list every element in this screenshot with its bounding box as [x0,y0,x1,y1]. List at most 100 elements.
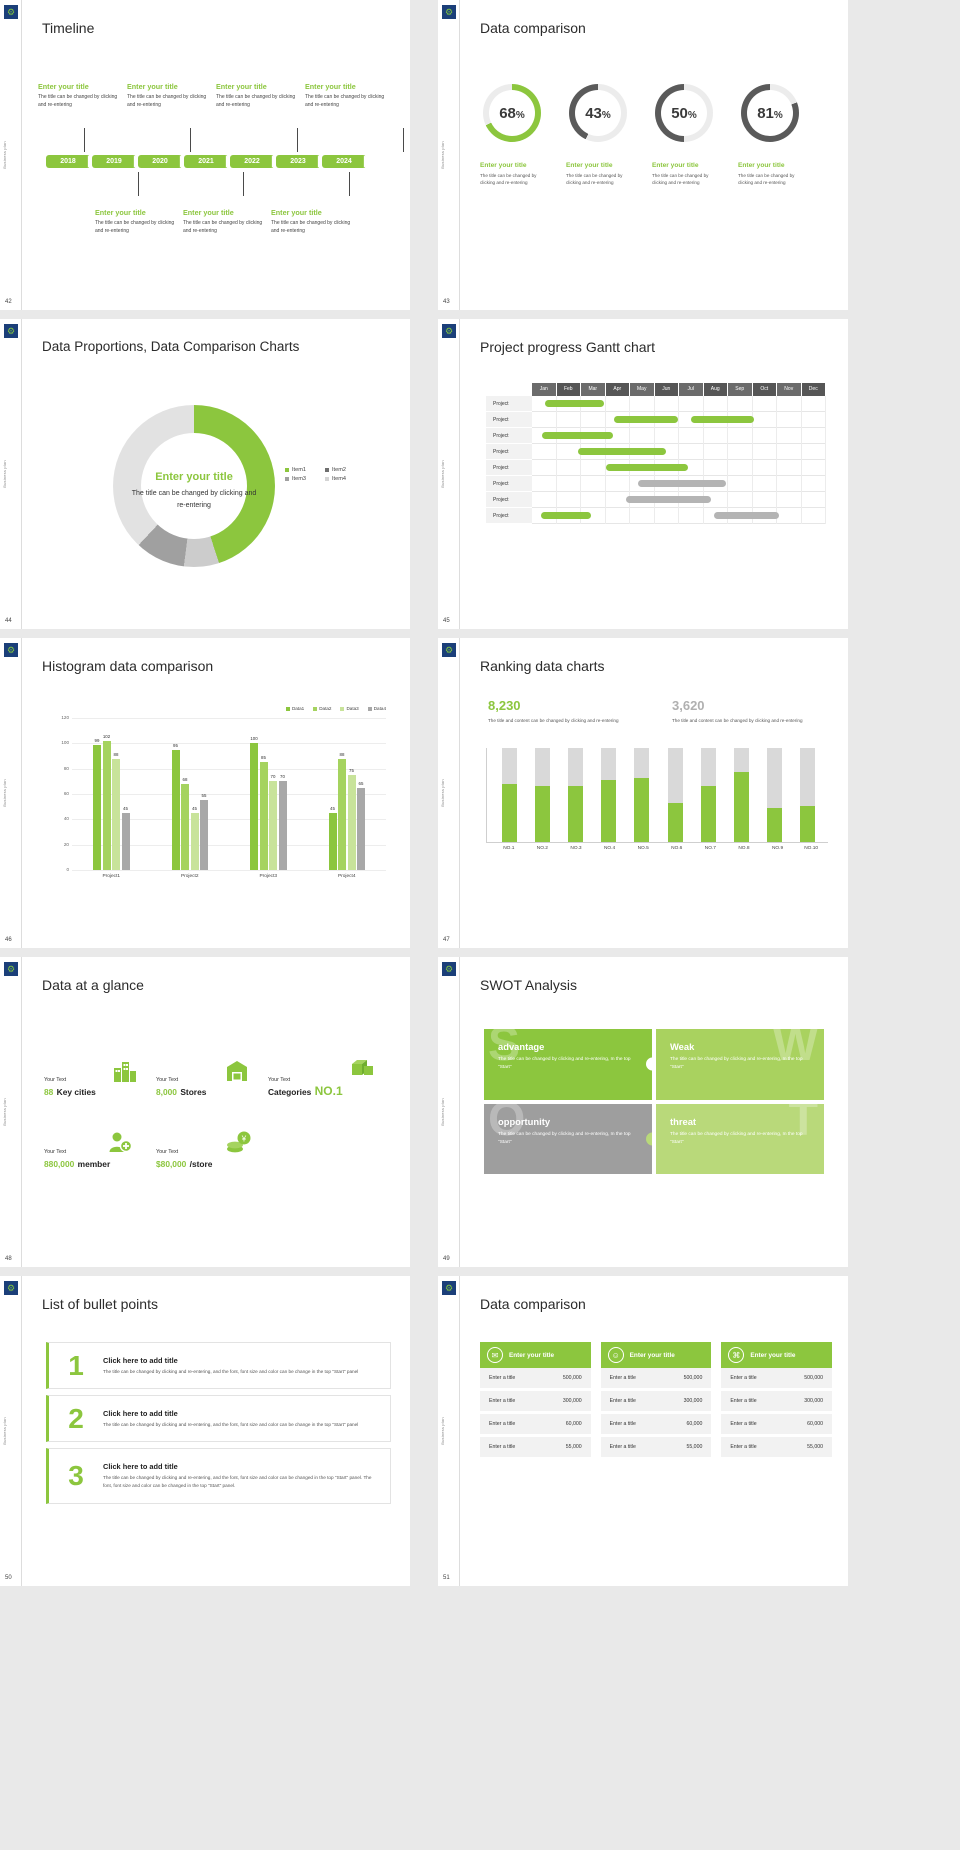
card-row[interactable]: Enter a title 60,000 [480,1414,591,1434]
card-row[interactable]: Enter a title 500,000 [600,1368,712,1388]
timeline-year-chip[interactable]: 2019 [92,155,136,168]
gauge-item[interactable]: 43% Enter your title The title can be ch… [566,84,630,187]
glance-item[interactable]: Your Text 880,000 member [44,1132,156,1170]
histogram-bar[interactable]: 45 [328,806,337,870]
gantt-row[interactable]: Project [486,507,826,524]
slide-timeline[interactable]: ⚙ Business plan 42 Timeline Enter your t… [0,0,410,310]
timeline-item[interactable]: Enter your title The title can be change… [305,82,394,110]
slide-data-comparison-cards[interactable]: ⚙ Business plan 51 Data comparison ✉ Ent… [438,1276,848,1586]
gantt-row[interactable]: Project [486,475,826,492]
gantt-row[interactable]: Project [486,443,826,460]
gantt-row[interactable]: Project [486,459,826,476]
gantt-bar[interactable] [690,415,754,423]
histogram-bar[interactable]: 45 [121,806,130,870]
gantt-row[interactable]: Project [486,395,826,412]
gantt-row[interactable]: Project [486,427,826,444]
swot-quadrant-weakness[interactable]: W Weak The title can be changed by click… [656,1029,824,1100]
bullet-row[interactable]: 1 Click here to add title The title can … [46,1342,391,1389]
card-row[interactable]: Enter a title 300,000 [480,1391,591,1411]
legend-item[interactable]: Item4 [325,476,357,482]
card-row[interactable]: Enter a title 500,000 [721,1368,833,1388]
card-row[interactable]: Enter a title 60,000 [600,1414,712,1434]
slide-histogram[interactable]: ⚙ Business plan 46 Histogram data compar… [0,638,410,948]
gantt-bar[interactable] [637,479,727,487]
gantt-bar[interactable] [577,447,666,455]
glance-item[interactable]: Your Text 8,000 Stores [156,1061,268,1098]
gauge-item[interactable]: 50% Enter your title The title can be ch… [652,84,716,187]
histogram-bar[interactable]: 75 [347,768,356,870]
timeline-item[interactable]: Enter your title The title can be change… [183,208,271,236]
histogram-bar[interactable]: 85 [259,755,268,870]
timeline-item[interactable]: Enter your title The title can be change… [38,82,127,110]
ranking-col[interactable] [526,748,559,842]
histogram-bar[interactable]: 100 [250,736,258,870]
bullet-row[interactable]: 2 Click here to add title The title can … [46,1395,391,1442]
gantt-row[interactable]: Project [486,491,826,508]
ranking-col[interactable] [559,748,592,842]
gantt-row[interactable]: Project [486,411,826,428]
histogram-bar[interactable]: 102 [102,734,111,870]
gauge-item[interactable]: 81% Enter your title The title can be ch… [738,84,802,187]
histogram-bar[interactable]: 65 [357,781,365,870]
slide-data-comparison-rings[interactable]: ⚙ Business plan 43 Data comparison 68% E… [438,0,848,310]
legend-item[interactable]: Item1 [285,467,317,473]
legend-item[interactable]: Item2 [325,467,357,473]
timeline-year-chip[interactable]: 2021 [184,155,228,168]
histogram-bar[interactable]: 95 [171,743,180,870]
slide-gantt[interactable]: ⚙ Business plan 45 Project progress Gant… [438,319,848,629]
histogram-bar[interactable]: 88 [112,752,120,870]
histogram-bar[interactable]: 88 [338,752,346,870]
card-row[interactable]: Enter a title 300,000 [721,1391,833,1411]
legend-item[interactable]: Data3 [340,706,359,711]
swot-quadrant-opportunity[interactable]: O opportunity The title can be changed b… [484,1103,652,1174]
comparison-card[interactable]: ⌘ Enter your title Enter a title 500,000 … [721,1342,833,1460]
stat-block[interactable]: 8,230 The title and content can be chang… [488,698,628,724]
histogram-bar[interactable]: 70 [269,774,277,870]
timeline-year-chip[interactable]: 2022 [230,155,274,168]
gauge-item[interactable]: 68% Enter your title The title can be ch… [480,84,544,187]
ranking-col[interactable] [725,748,758,842]
gantt-bar[interactable] [605,463,688,471]
ranking-col[interactable] [625,748,658,842]
ranking-col[interactable] [493,748,526,842]
comparison-card[interactable]: ✉ Enter your title Enter a title 500,000 … [480,1342,591,1460]
ranking-col[interactable] [658,748,691,842]
timeline-item[interactable]: Enter your title The title can be change… [95,208,183,236]
timeline-item[interactable]: Enter your title The title can be change… [271,208,359,236]
glance-item[interactable]: Your Text Categories NO.1 [268,1060,380,1098]
slide-data-proportions[interactable]: ⚙ Business plan 44 Data Proportions, Dat… [0,319,410,629]
legend-item[interactable]: Data1 [285,706,304,711]
slide-swot[interactable]: ⚙ Business plan 49 SWOT Analysis S advan… [438,957,848,1267]
ranking-col[interactable] [592,748,625,842]
timeline-year-chip[interactable]: 2023 [276,155,320,168]
card-row[interactable]: Enter a title 500,000 [480,1368,591,1388]
slide-bullet-list[interactable]: ⚙ Business plan 50 List of bullet points… [0,1276,410,1586]
histogram-bar[interactable]: 55 [200,793,208,870]
card-row[interactable]: Enter a title 55,000 [480,1437,591,1457]
legend-item[interactable]: Data4 [367,706,386,711]
swot-quadrant-threat[interactable]: T threat The title can be changed by cli… [656,1103,824,1174]
gantt-bar[interactable] [614,415,678,423]
card-row[interactable]: Enter a title 60,000 [721,1414,833,1434]
gantt-bar[interactable] [714,511,779,519]
glance-item[interactable]: Your Text 88 Key cities [44,1062,156,1098]
timeline-year-chip[interactable]: 2020 [138,155,182,168]
histogram-bar[interactable]: 70 [278,774,287,870]
card-row[interactable]: Enter a title 55,000 [721,1437,833,1457]
ranking-col[interactable] [758,748,791,842]
timeline-year-chip[interactable]: 2024 [322,155,366,168]
timeline-year-chip[interactable]: 2018 [46,155,90,168]
ranking-col[interactable] [791,748,824,842]
legend-item[interactable]: Data2 [313,706,331,711]
gantt-bar[interactable] [540,511,591,519]
timeline-item[interactable]: Enter your title The title can be change… [127,82,216,110]
card-row[interactable]: Enter a title 300,000 [600,1391,712,1411]
glance-item[interactable]: Your Text $80,000 /store ¥ [156,1131,268,1170]
slide-data-at-a-glance[interactable]: ⚙ Business plan 48 Data at a glance Your… [0,957,410,1267]
comparison-card[interactable]: ☺ Enter your title Enter a title 500,000 … [600,1342,712,1460]
swot-quadrant-strength[interactable]: S advantage The title can be changed by … [484,1029,652,1100]
histogram-bar[interactable]: 99 [93,738,101,870]
card-row[interactable]: Enter a title 55,000 [600,1437,712,1457]
histogram-bar[interactable]: 45 [190,806,199,870]
gantt-bar[interactable] [626,495,712,503]
